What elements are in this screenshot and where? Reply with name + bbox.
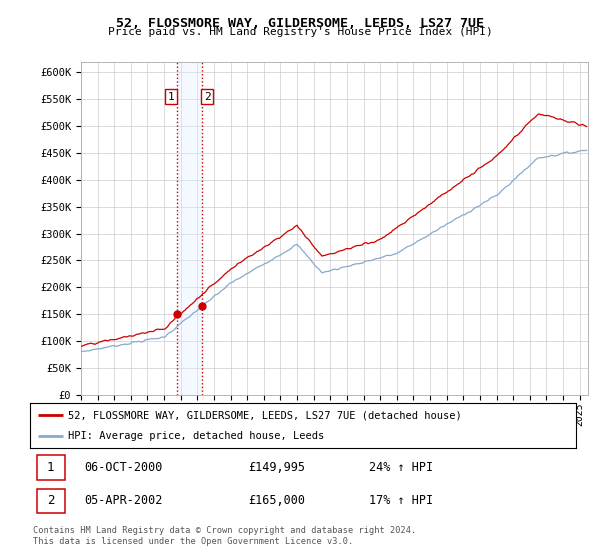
Text: 05-APR-2002: 05-APR-2002 (85, 494, 163, 507)
FancyBboxPatch shape (37, 488, 65, 513)
Text: 24% ↑ HPI: 24% ↑ HPI (368, 461, 433, 474)
Text: 2: 2 (204, 92, 211, 101)
Text: 52, FLOSSMORE WAY, GILDERSOME, LEEDS, LS27 7UE: 52, FLOSSMORE WAY, GILDERSOME, LEEDS, LS… (116, 17, 484, 30)
Text: £149,995: £149,995 (248, 461, 305, 474)
Text: 17% ↑ HPI: 17% ↑ HPI (368, 494, 433, 507)
Text: 06-OCT-2000: 06-OCT-2000 (85, 461, 163, 474)
Text: 1: 1 (47, 461, 55, 474)
Text: £165,000: £165,000 (248, 494, 305, 507)
Text: 2: 2 (47, 494, 55, 507)
FancyBboxPatch shape (37, 455, 65, 479)
Bar (176, 62, 202, 395)
Text: 1: 1 (167, 92, 174, 101)
Text: HPI: Average price, detached house, Leeds: HPI: Average price, detached house, Leed… (68, 431, 325, 441)
Text: Contains HM Land Registry data © Crown copyright and database right 2024.
This d: Contains HM Land Registry data © Crown c… (33, 526, 416, 546)
Text: 52, FLOSSMORE WAY, GILDERSOME, LEEDS, LS27 7UE (detached house): 52, FLOSSMORE WAY, GILDERSOME, LEEDS, LS… (68, 410, 462, 421)
Text: Price paid vs. HM Land Registry's House Price Index (HPI): Price paid vs. HM Land Registry's House … (107, 27, 493, 38)
